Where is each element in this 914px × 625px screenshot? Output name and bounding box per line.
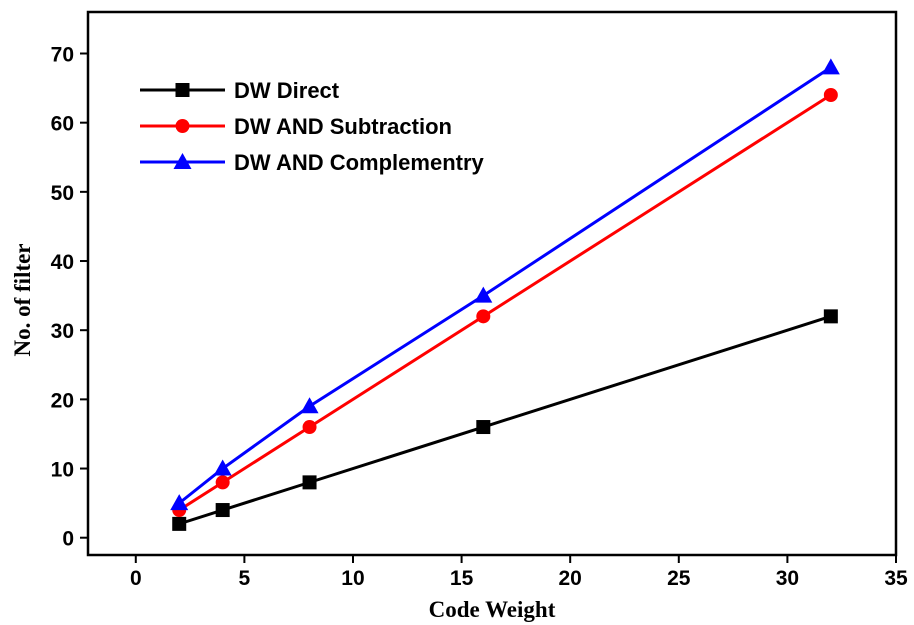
data-point: [476, 420, 491, 435]
y-tick-label: 0: [62, 528, 74, 551]
legend-label: DW AND Complementry: [234, 150, 485, 175]
data-point: [215, 475, 230, 490]
series-1: [172, 309, 838, 531]
legend-marker: [175, 119, 190, 133]
x-tick-label: 20: [559, 567, 582, 590]
series-line: [178, 314, 832, 526]
data-point: [823, 309, 838, 324]
legend-label: DW AND Subtraction: [234, 114, 452, 139]
x-tick-label: 35: [884, 567, 908, 590]
x-axis-title: Code Weight: [429, 597, 556, 622]
y-tick-label: 50: [51, 182, 74, 205]
legend-item: DW Direct: [140, 78, 340, 103]
data-point: [172, 516, 187, 531]
data-point: [476, 309, 491, 324]
series-3: [170, 58, 840, 511]
series-lines: [170, 58, 840, 531]
data-point: [302, 475, 317, 490]
x-tick-label: 5: [239, 567, 251, 590]
legend-label: DW Direct: [234, 78, 340, 103]
legend-item: DW AND Complementry: [140, 150, 485, 175]
axis-ticks: 0 5 10 15 20 25 30 35 0 10 20 30 40 50 60 70: [51, 44, 908, 590]
y-tick-label: 30: [51, 320, 74, 343]
x-tick-label: 10: [341, 567, 364, 590]
legend-item: DW AND Subtraction: [140, 114, 452, 139]
plot-frame: [86, 10, 898, 557]
data-point: [823, 88, 838, 103]
data-point: [300, 397, 319, 414]
data-point: [821, 58, 840, 75]
y-tick-label: 20: [51, 389, 74, 412]
y-tick-label: 60: [51, 113, 74, 136]
x-tick-label: 15: [450, 567, 474, 590]
x-tick-label: 25: [667, 567, 691, 590]
y-tick-label: 40: [51, 251, 74, 274]
data-point: [170, 494, 189, 511]
data-point: [302, 420, 317, 435]
x-tick-label: 0: [130, 567, 142, 590]
y-tick-label: 70: [51, 44, 74, 67]
data-point: [474, 286, 493, 303]
legend-marker: [173, 153, 192, 169]
data-point: [213, 459, 232, 476]
legend: DW Direct DW AND Subtraction DW AND Comple…: [140, 78, 485, 175]
data-point: [215, 503, 230, 518]
y-axis-title: No. of filter: [10, 243, 35, 356]
x-tick-label: 30: [776, 567, 799, 590]
legend-marker: [175, 83, 190, 97]
y-tick-label: 10: [51, 459, 74, 482]
